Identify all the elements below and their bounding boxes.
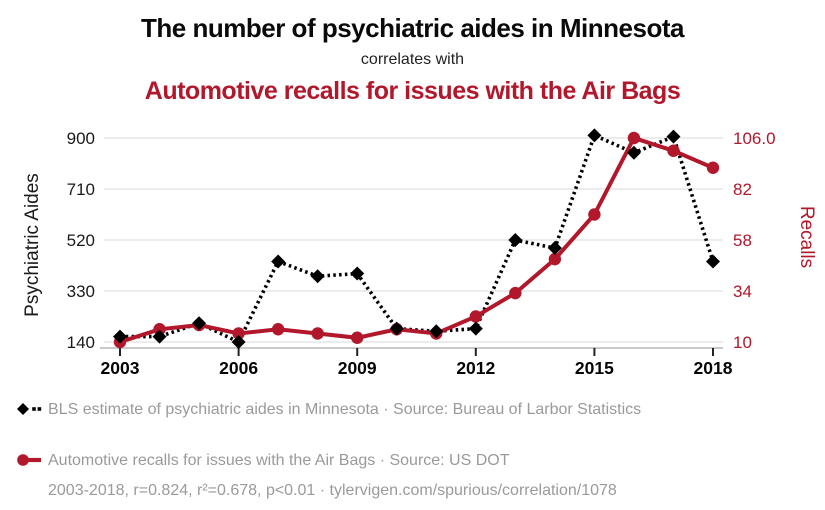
svg-text:82: 82 (733, 180, 752, 199)
svg-text:2006: 2006 (219, 358, 258, 378)
legend-item-recalls: Automotive recalls for issues with the A… (16, 450, 663, 471)
svg-text:58: 58 (733, 231, 752, 250)
circle-line-marker-icon (17, 454, 41, 466)
chart-title-secondary: Automotive recalls for issues with the A… (144, 77, 681, 105)
svg-text:2012: 2012 (456, 358, 495, 378)
svg-text:2015: 2015 (575, 358, 614, 378)
svg-text:900: 900 (67, 129, 95, 148)
chart-title-primary: The number of psychiatric aides in Minne… (141, 13, 684, 43)
chart-canvas: 140 10 330 34 520 58 710 82 900 106.0 2003 2006 2009… (0, 115, 825, 380)
svg-text:2009: 2009 (338, 358, 377, 378)
svg-text:710: 710 (67, 180, 95, 199)
svg-text:330: 330 (67, 282, 95, 301)
right-axis-title: Recalls (796, 205, 817, 269)
svg-text:520: 520 (67, 231, 95, 250)
svg-text:10: 10 (733, 333, 752, 352)
svg-text:2003: 2003 (101, 358, 140, 378)
legend-label: BLS estimate of psychiatric aides in Min… (48, 401, 642, 418)
svg-text:34: 34 (733, 282, 752, 301)
left-axis-title: Psychiatric Aides (22, 173, 43, 317)
svg-text:140: 140 (67, 333, 95, 352)
diamond-dotted-marker-icon (17, 403, 42, 415)
legend-item-psychiatric-aides: BLS estimate of psychiatric aides in Min… (16, 399, 663, 420)
chart-title-connector: correlates with (360, 51, 465, 68)
stats-footnote: 2003-2018, r=0.824, r²=0.678, p<0.01 · t… (48, 482, 617, 499)
svg-text:2018: 2018 (694, 358, 733, 378)
legend-label: Automotive recalls for issues with the A… (48, 452, 510, 469)
svg-text:106.0: 106.0 (733, 129, 776, 148)
